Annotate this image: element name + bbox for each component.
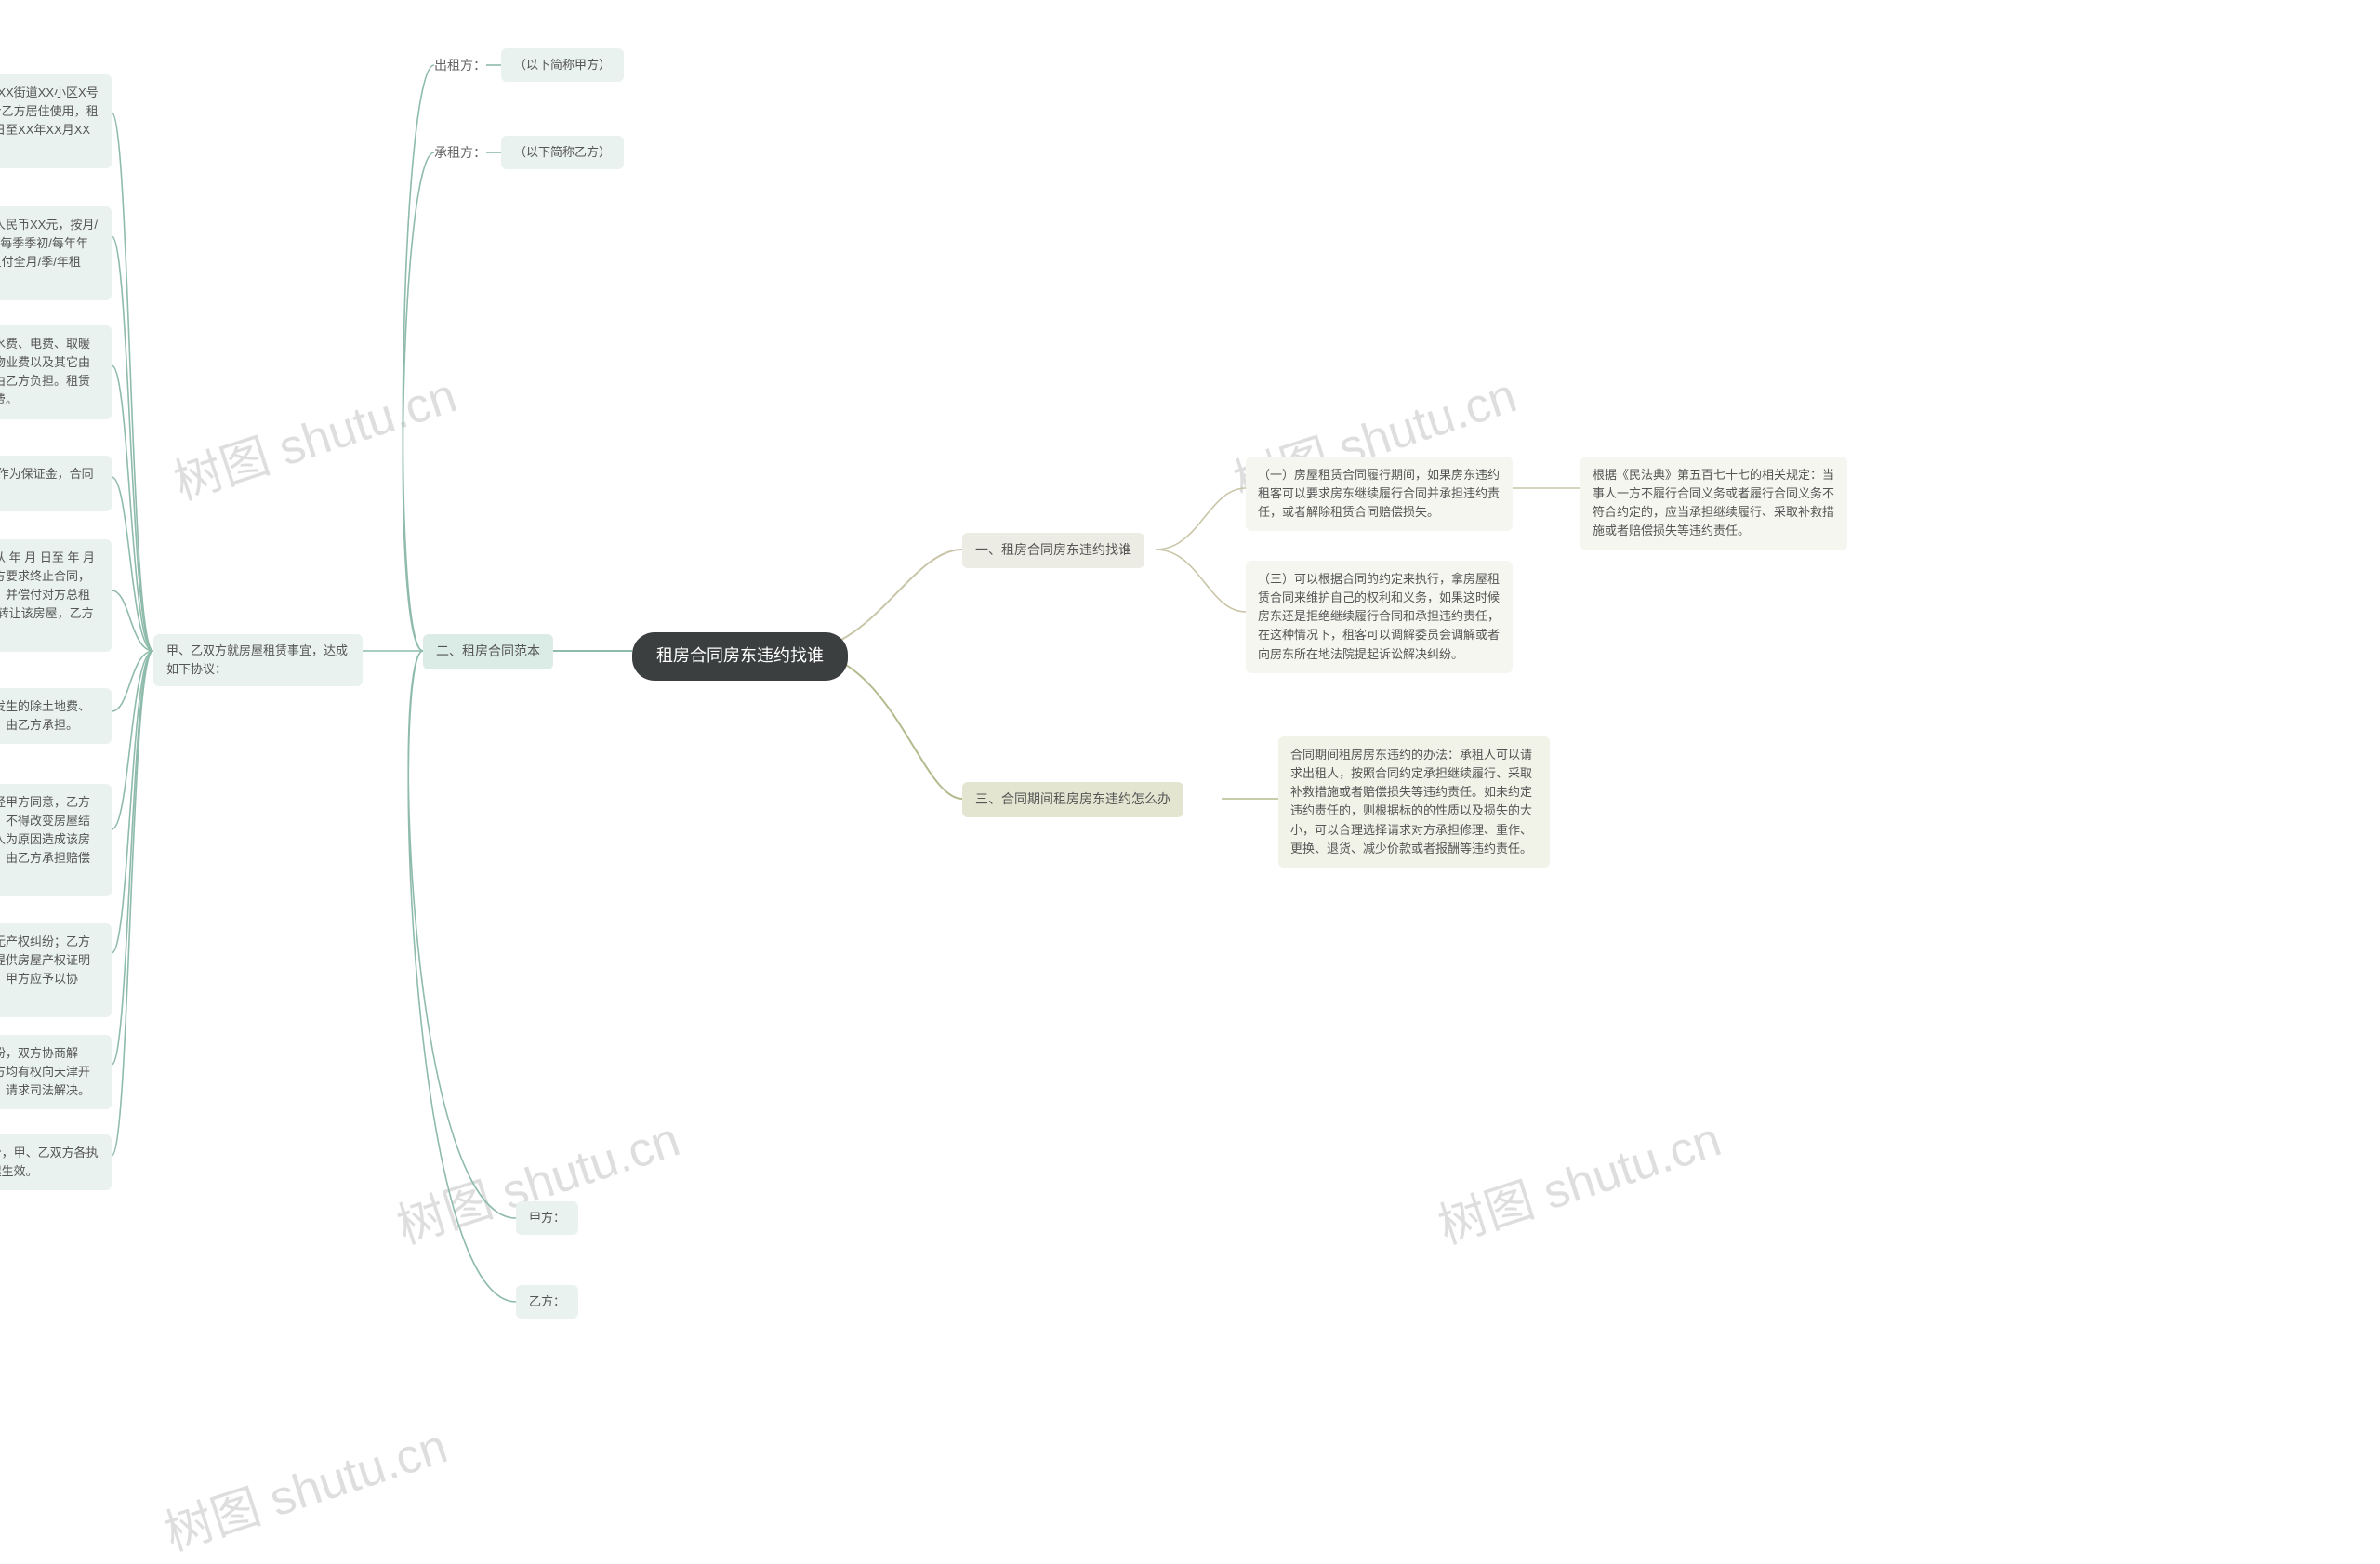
item-2-text: （二）本房屋月租金为人民币XX元，按月/季度/年结算。每月月初/每季季初/每年年… [0, 206, 112, 300]
branch1-child2: （三）可以根据合同的约定来执行，拿房屋租赁合同来维护自己的权利和义务，如果这时候… [1246, 561, 1513, 673]
item-1-text: （一）甲方将位于XX市XX街道XX小区X号楼XXXX号的房屋出租给乙方居住使用，… [0, 74, 112, 168]
party-a: 甲方： [516, 1201, 578, 1235]
item-3-text: （三）乙方租赁期间，水费、电费、取暖费、燃气费、电话费、物业费以及其它由乙方居住… [0, 325, 112, 419]
branch3-child1-text: 合同期间租房房东违约的办法：承租人可以请求出租人，按照合同约定承担继续履行、采取… [1278, 736, 1550, 868]
branch2-item-8: （八）甲方保证该房屋无产权纠纷；乙方因经营需要，要求甲方提供房屋产权证明或其它有… [0, 923, 112, 1017]
branch1-child1-note-text: 根据《民法典》第五百七十七的相关规定：当事人一方不履行合同义务或者履行合同义务不… [1580, 457, 1847, 550]
item-7-text: （七）在承租期间，未经甲方同意，乙方无权转租或转借该房屋；不得改变房屋结构及其用… [0, 784, 112, 896]
branch1-node: 一、租房合同房东违约找谁 [962, 533, 1144, 568]
connector-lines [0, 0, 2380, 1470]
item-9-text: （九）就本合同发生纠纷，双方协商解决，协商不成，任何一方均有权向天津开发区人民法… [0, 1035, 112, 1109]
branch1-child1-text: （一）房屋租赁合同履行期间，如果房东违约租客可以要求房东继续履行合同并承担违约责… [1246, 457, 1513, 531]
item-8-text: （八）甲方保证该房屋无产权纠纷；乙方因经营需要，要求甲方提供房屋产权证明或其它有… [0, 923, 112, 1017]
root-node: 租房合同房东违约找谁 [632, 632, 848, 681]
branch2-item-10: （十）本合同连一式X份，甲、乙双方各执X份，自双方签字之日起生效。 [0, 1134, 112, 1190]
branch2-item-3: （三）乙方租赁期间，水费、电费、取暖费、燃气费、电话费、物业费以及其它由乙方居住… [0, 325, 112, 419]
branch3-node: 三、合同期间租房房东违约怎么办 [962, 782, 1183, 817]
branch1-child2-text: （三）可以根据合同的约定来执行，拿房屋租赁合同来维护自己的权利和义务，如果这时候… [1246, 561, 1513, 673]
branch2-item-4: （四）乙方同意预交 元作为保证金，合同终止时，当作房租冲抵。 [0, 456, 112, 511]
branch2-agree: 甲、乙双方就房屋租赁事宜，达成如下协议： [153, 634, 363, 686]
watermark: 树图 shutu.cn [164, 356, 464, 513]
branch1-child1: （一）房屋租赁合同履行期间，如果房东违约租客可以要求房东继续履行合同并承担违约责… [1246, 457, 1513, 531]
lessee-value: （以下简称乙方） [501, 136, 624, 169]
branch2-item-2: （二）本房屋月租金为人民币XX元，按月/季度/年结算。每月月初/每季季初/每年年… [0, 206, 112, 300]
party-b: 乙方： [516, 1285, 578, 1319]
lessor-label: 出租方： [434, 56, 486, 76]
item-6-text: （六）因租用该房屋所发生的除土地费、大修费以外的其它费用，由乙方承担。 [0, 688, 112, 744]
branch2-item-6: （六）因租用该房屋所发生的除土地费、大修费以外的其它费用，由乙方承担。 [0, 688, 112, 744]
watermark: 树图 shutu.cn [154, 1407, 455, 1564]
branch2-item-7: （七）在承租期间，未经甲方同意，乙方无权转租或转借该房屋；不得改变房屋结构及其用… [0, 784, 112, 896]
branch1-child1-note: 根据《民法典》第五百七十七的相关规定：当事人一方不履行合同义务或者履行合同义务不… [1580, 457, 1847, 550]
lessee-label: 承租方： [434, 143, 486, 164]
item-4-text: （四）乙方同意预交 元作为保证金，合同终止时，当作房租冲抵。 [0, 456, 112, 511]
item-5-text: （五）房屋租赁期为，从 年 月 日至 年 月 日。在此期间，任何一方要求终止合同… [0, 539, 112, 652]
branch2-item-5: （五）房屋租赁期为，从 年 月 日至 年 月 日。在此期间，任何一方要求终止合同… [0, 539, 112, 652]
branch3-child1: 合同期间租房房东违约的办法：承租人可以请求出租人，按照合同约定承担继续履行、采取… [1278, 736, 1550, 868]
branch2-item-9: （九）就本合同发生纠纷，双方协商解决，协商不成，任何一方均有权向天津开发区人民法… [0, 1035, 112, 1109]
branch2-item-1: （一）甲方将位于XX市XX街道XX小区X号楼XXXX号的房屋出租给乙方居住使用，… [0, 74, 112, 168]
watermark: 树图 shutu.cn [1428, 1100, 1728, 1257]
branch2-node: 二、租房合同范本 [423, 634, 553, 669]
item-10-text: （十）本合同连一式X份，甲、乙双方各执X份，自双方签字之日起生效。 [0, 1134, 112, 1190]
lessor-value: （以下简称甲方） [501, 48, 624, 82]
